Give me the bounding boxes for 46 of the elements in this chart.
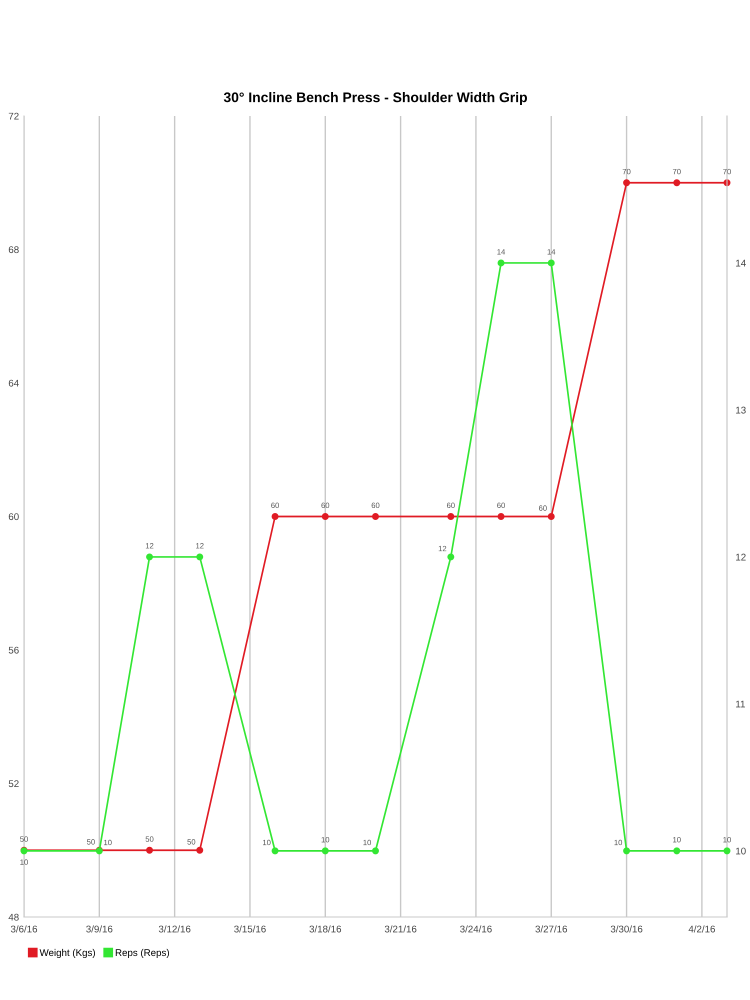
y-tick-label: 72	[8, 112, 19, 120]
point	[447, 513, 454, 520]
x-tick-label: 3/30/16	[610, 925, 642, 932]
point	[196, 553, 204, 560]
x-tick-label: 3/21/16	[384, 925, 416, 932]
x-tick-label: 4/2/16	[688, 925, 715, 932]
chart-title: 30° Incline Bench Press - Shoulder Width Grip	[224, 92, 527, 105]
point	[196, 846, 204, 854]
y-tick-label: 60	[8, 513, 19, 520]
x-tick-label: 3/15/16	[234, 925, 266, 932]
point	[146, 846, 154, 854]
y-tick-label: 52	[8, 780, 19, 788]
point	[272, 847, 279, 854]
y2-tick-label: 12	[736, 554, 746, 560]
point	[372, 513, 379, 520]
x-tick-label: 3/18/16	[309, 925, 342, 932]
x-tick-label: 3/24/16	[460, 925, 492, 932]
point	[272, 513, 279, 520]
x-tick-label: 3/12/16	[158, 925, 190, 932]
y-tick-label: 68	[8, 246, 19, 254]
legend-label: Reps (Reps)	[116, 948, 169, 958]
point	[322, 513, 329, 520]
y2-tick-label: 14	[736, 260, 746, 266]
point	[498, 260, 505, 266]
y2-tick-label: 13	[736, 406, 746, 414]
x-tick-label: 3/9/16	[86, 925, 112, 932]
point	[322, 847, 329, 854]
point	[724, 847, 730, 854]
y-tick-label: 56	[8, 646, 19, 654]
y-tick-label: 48	[8, 914, 19, 921]
y2-tick-label: 11	[736, 700, 745, 708]
point	[548, 513, 555, 520]
y2-tick-label: 10	[736, 848, 746, 854]
point	[498, 513, 505, 520]
point	[673, 847, 680, 854]
y-tick-label: 64	[8, 380, 19, 387]
point	[447, 553, 454, 560]
x-tick-label: 3/6/16	[10, 925, 38, 932]
point	[673, 179, 680, 186]
point	[548, 260, 555, 266]
point	[623, 847, 630, 854]
x-tick-label: 3/27/16	[535, 925, 568, 932]
legend-label: Weight (Kgs)	[40, 948, 95, 958]
point	[623, 179, 630, 186]
point	[146, 553, 154, 560]
point	[372, 847, 379, 854]
